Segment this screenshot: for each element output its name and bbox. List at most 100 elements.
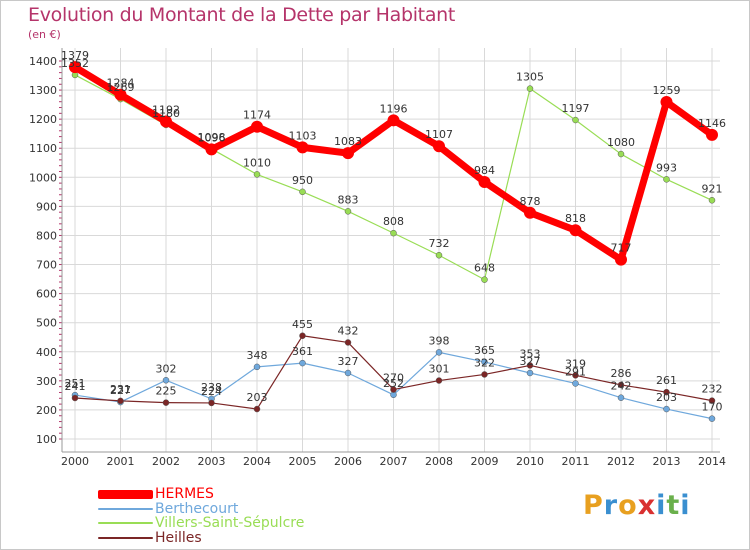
series-segment (117, 91, 170, 125)
series-segment (256, 362, 304, 368)
data-label: 1196 (380, 102, 408, 115)
series-segment (256, 173, 304, 193)
data-point (660, 95, 673, 108)
series-lines (69, 61, 718, 422)
data-label: 921 (702, 182, 723, 195)
legend-swatch-heilles (98, 537, 153, 539)
data-label: 984 (474, 164, 495, 177)
x-tick-label: 2009 (471, 455, 499, 468)
data-point (617, 381, 625, 389)
series-segment (253, 123, 306, 151)
data-point (435, 349, 443, 356)
series-berthecourt (71, 349, 716, 422)
data-label: 398 (429, 334, 450, 347)
data-label: 1010 (243, 156, 271, 169)
y-tick-label: 1400 (29, 55, 57, 68)
y-tick-label: 100 (36, 433, 57, 446)
x-tick-label: 2004 (243, 455, 271, 468)
series-segment (620, 384, 668, 393)
data-label: 1083 (334, 135, 362, 148)
data-point (663, 405, 670, 413)
series-segment (574, 382, 622, 399)
series-segment (483, 88, 531, 281)
data-point (708, 397, 716, 404)
value-labels: 1379 1284 1192 1096 1174 1103 1083 1196 1107 984 8… (61, 49, 726, 414)
series-segment (71, 63, 124, 99)
data-point (524, 206, 536, 219)
logo-letter: P (583, 490, 604, 521)
data-label: 455 (292, 318, 313, 331)
data-point (205, 143, 218, 156)
legend-label-villers: Villers-Saint-Sépulcre (155, 515, 305, 531)
data-label: 322 (474, 356, 495, 369)
series-segment (529, 364, 577, 376)
x-tick-label: 2001 (107, 455, 135, 468)
data-point (481, 276, 488, 283)
x-tick-label: 2012 (607, 455, 635, 468)
data-label: 261 (656, 374, 677, 387)
data-point (435, 377, 443, 384)
data-label: 1197 (562, 102, 590, 115)
data-label: 1103 (289, 129, 317, 142)
y-tick-label: 300 (36, 375, 57, 388)
data-label: 348 (247, 349, 268, 362)
data-label: 203 (247, 391, 268, 404)
data-label: 251 (65, 377, 86, 390)
data-label: 241 (65, 380, 86, 393)
data-point (572, 116, 579, 124)
data-label: 252 (383, 377, 404, 390)
data-point (253, 171, 261, 178)
series-segment (119, 379, 167, 403)
data-point (117, 397, 124, 405)
data-label: 225 (156, 385, 177, 398)
data-point (615, 253, 627, 266)
data-label: 1107 (425, 128, 453, 141)
series-segment (574, 119, 622, 155)
series-segment (438, 373, 486, 382)
x-tick-label: 2013 (653, 455, 681, 468)
legend-item-berthecourt: Berthecourt (98, 501, 238, 517)
data-point (706, 128, 718, 141)
legend-swatch-villers (98, 522, 153, 524)
data-label: 224 (201, 385, 222, 398)
proxiti-logo: Proxiti (583, 490, 691, 521)
x-tick-label: 2000 (61, 455, 89, 468)
y-tick-label: 1300 (29, 84, 57, 97)
data-point (208, 399, 215, 407)
legend-label-berthecourt: Berthecourt (155, 501, 239, 517)
logo-letter: o (618, 490, 638, 521)
x-tick-label: 2011 (562, 455, 590, 468)
y-tick-label: 400 (36, 346, 57, 359)
data-point (299, 188, 306, 196)
data-label: 818 (565, 212, 586, 225)
series-hermes (69, 61, 718, 266)
x-tick-label: 2003 (198, 455, 226, 468)
legend-label-hermes: HERMES (155, 486, 214, 502)
data-label: 1379 (61, 49, 89, 62)
data-point (387, 114, 400, 127)
legend-swatch-berthecourt (98, 508, 153, 510)
data-point (299, 332, 306, 340)
data-label: 353 (520, 347, 541, 360)
data-label: 327 (338, 355, 359, 368)
data-label: 1284 (107, 77, 135, 90)
data-label: 1080 (607, 136, 635, 149)
data-point (162, 377, 170, 384)
data-label: 319 (565, 357, 586, 370)
data-point (160, 115, 172, 128)
series-heilles (71, 332, 716, 413)
data-label: 1192 (152, 103, 180, 116)
data-label: 231 (110, 383, 131, 396)
data-label: 1305 (516, 71, 544, 84)
data-label: 993 (656, 161, 677, 174)
legend-label-heilles: Heilles (155, 530, 202, 546)
data-point (296, 141, 309, 154)
legend-item-villers: Villers-Saint-Sépulcre (98, 515, 304, 531)
series-segment (208, 123, 261, 153)
data-point (344, 208, 352, 215)
series-segment (299, 143, 352, 157)
data-point (435, 251, 443, 259)
data-point (390, 386, 397, 393)
series-segment (256, 335, 304, 410)
